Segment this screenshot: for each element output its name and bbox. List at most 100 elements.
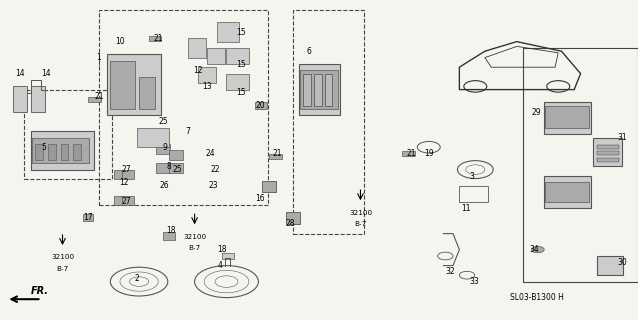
Bar (61, 144, 68, 160)
Text: 33: 33 (469, 277, 479, 286)
Bar (303, 74, 311, 106)
Bar (32, 138, 89, 163)
Text: 21: 21 (407, 149, 416, 158)
Text: 8: 8 (167, 162, 172, 171)
Text: 5: 5 (41, 143, 46, 152)
Bar (110, 61, 135, 109)
Bar (545, 182, 589, 202)
Text: 27: 27 (121, 197, 131, 206)
Text: 4: 4 (218, 261, 223, 270)
Text: 2: 2 (135, 274, 140, 283)
Text: 32100: 32100 (349, 210, 372, 216)
Bar (597, 151, 619, 155)
Bar (255, 102, 267, 109)
Bar (163, 232, 175, 240)
Bar (169, 150, 183, 160)
Text: 14: 14 (41, 69, 51, 78)
Text: 3: 3 (470, 172, 475, 180)
Text: 30: 30 (617, 258, 627, 267)
Bar (299, 64, 340, 115)
Bar (300, 70, 338, 109)
Text: SL03-B1300 H: SL03-B1300 H (510, 293, 564, 302)
Text: 27: 27 (121, 165, 131, 174)
Text: FR.: FR. (31, 286, 48, 296)
Bar (597, 158, 619, 162)
Bar (325, 74, 332, 106)
Text: B-7: B-7 (354, 221, 367, 227)
Text: 25: 25 (172, 165, 182, 174)
Text: 20: 20 (255, 101, 265, 110)
Bar (31, 131, 94, 170)
Bar (13, 86, 27, 112)
Text: 6: 6 (307, 47, 312, 56)
Text: 23: 23 (209, 181, 219, 190)
Bar (544, 102, 591, 134)
Text: 32100: 32100 (183, 234, 206, 240)
Bar (222, 253, 234, 259)
Text: 25: 25 (158, 117, 168, 126)
Bar (314, 74, 322, 106)
Bar (523, 48, 638, 282)
Text: 34: 34 (530, 245, 540, 254)
Bar (114, 170, 125, 179)
Bar (122, 170, 134, 179)
Bar (188, 38, 206, 58)
Bar (73, 144, 81, 160)
Bar (149, 36, 161, 41)
Text: 19: 19 (424, 149, 434, 158)
Text: B-7: B-7 (188, 245, 201, 251)
Bar (137, 128, 169, 147)
Text: 32100: 32100 (51, 254, 74, 260)
Text: 21: 21 (273, 149, 282, 158)
Text: 7: 7 (186, 127, 191, 136)
Text: 21: 21 (94, 92, 103, 100)
Bar (139, 77, 155, 109)
Text: 22: 22 (211, 165, 220, 174)
Text: 14: 14 (15, 69, 26, 78)
Text: 13: 13 (202, 82, 212, 91)
Text: 11: 11 (461, 204, 470, 212)
Bar (31, 86, 45, 112)
Bar (35, 144, 43, 160)
Bar (597, 145, 619, 149)
Text: 17: 17 (83, 213, 93, 222)
Text: 28: 28 (286, 220, 295, 228)
Bar (24, 90, 112, 179)
Bar (217, 22, 239, 42)
Text: 26: 26 (160, 181, 170, 190)
Text: 1: 1 (96, 53, 101, 62)
Text: 31: 31 (617, 133, 627, 142)
Bar (114, 196, 125, 205)
Bar (402, 151, 415, 156)
Text: 15: 15 (236, 60, 246, 68)
Bar (48, 144, 56, 160)
Bar (459, 186, 488, 202)
Bar (207, 48, 225, 64)
Bar (226, 48, 249, 64)
Text: 12: 12 (120, 178, 129, 187)
Circle shape (531, 246, 544, 253)
Bar (593, 138, 622, 166)
Text: 29: 29 (531, 108, 541, 116)
Bar (226, 74, 249, 90)
Bar (286, 212, 300, 224)
Text: 10: 10 (115, 37, 125, 46)
Text: 15: 15 (236, 88, 246, 97)
Bar (122, 196, 134, 205)
Bar (156, 144, 170, 154)
Text: 9: 9 (162, 143, 167, 152)
Bar (269, 154, 282, 159)
Text: 32: 32 (445, 268, 455, 276)
Bar (156, 163, 170, 173)
Text: 18: 18 (218, 245, 226, 254)
Text: 24: 24 (205, 149, 216, 158)
Bar (169, 163, 183, 173)
Text: 15: 15 (236, 28, 246, 36)
Bar (198, 67, 216, 83)
Bar (544, 176, 591, 208)
Bar (597, 256, 623, 275)
Bar (293, 10, 364, 234)
Text: 21: 21 (154, 34, 163, 43)
Text: 18: 18 (167, 226, 175, 235)
Bar (545, 106, 589, 128)
